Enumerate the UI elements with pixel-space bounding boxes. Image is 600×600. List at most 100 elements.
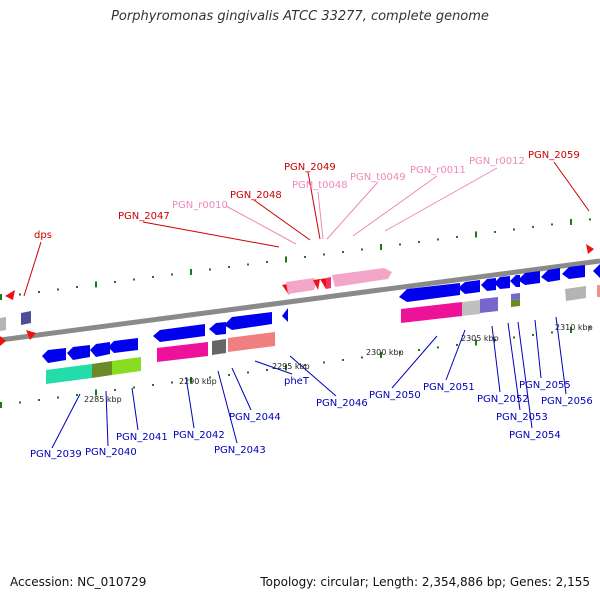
gene-label-pheT[interactable]: pheT bbox=[284, 376, 310, 387]
feature-blue-edge[interactable] bbox=[593, 264, 600, 278]
minor-tick bbox=[133, 386, 135, 389]
minor-tick bbox=[19, 293, 21, 296]
feature-PGN_2044[interactable] bbox=[224, 312, 272, 330]
gene-label-PGN_r0012[interactable]: PGN_r0012 bbox=[469, 156, 525, 167]
domain-bar-lightgray bbox=[462, 300, 480, 316]
reverse-strand-features bbox=[42, 264, 600, 363]
gene-label-PGN_2059[interactable]: PGN_2059 bbox=[528, 150, 580, 161]
major-tick bbox=[0, 402, 2, 408]
topology-summary: Topology: circular; Length: 2,354,886 bp… bbox=[260, 575, 590, 589]
feature-PGN_2043[interactable] bbox=[209, 322, 226, 335]
gene-label-PGN_2042[interactable]: PGN_2042 bbox=[173, 430, 225, 441]
gene-label-PGN_r0010[interactable]: PGN_r0010 bbox=[172, 200, 228, 211]
feature-gray-left[interactable] bbox=[0, 317, 6, 331]
feature-dps[interactable] bbox=[21, 311, 31, 325]
gene-label-PGN_2052[interactable]: PGN_2052 bbox=[477, 394, 529, 405]
domain-bar-cyan bbox=[46, 364, 92, 384]
minor-tick bbox=[152, 275, 154, 278]
leader-PGN_r0012 bbox=[384, 167, 498, 232]
domain-bar-magenta1 bbox=[157, 342, 208, 362]
gene-label-PGN_2043[interactable]: PGN_2043 bbox=[214, 445, 266, 456]
gene-label-PGN_t0049[interactable]: PGN_t0049 bbox=[350, 172, 406, 183]
feature-PGN_r0011[interactable] bbox=[332, 268, 392, 287]
leader-PGN_2039 bbox=[51, 393, 81, 449]
minor-tick bbox=[361, 248, 363, 251]
leader-PGN_2046 bbox=[289, 355, 337, 397]
gene-label-PGN_2050[interactable]: PGN_2050 bbox=[369, 390, 421, 401]
leader-dps bbox=[23, 241, 42, 297]
domain-bar-salmon bbox=[228, 332, 275, 352]
gene-label-PGN_2040[interactable]: PGN_2040 bbox=[85, 447, 137, 458]
minor-tick bbox=[247, 263, 249, 266]
gene-label-PGN_2049[interactable]: PGN_2049 bbox=[284, 162, 336, 173]
scale-labels: 2285 kbp 2290 kbp 2295 kbp 2300 kbp 2305… bbox=[84, 323, 593, 404]
feature-PGN_t0048[interactable] bbox=[326, 277, 331, 289]
leader-PGN_2051 bbox=[445, 329, 466, 381]
minor-tick bbox=[171, 273, 173, 276]
gene-label-PGN_2044[interactable]: PGN_2044 bbox=[229, 412, 281, 423]
leader-PGN_r0011 bbox=[352, 175, 438, 237]
leader-PGN_2044 bbox=[231, 367, 252, 411]
gene-label-PGN_2048[interactable]: PGN_2048 bbox=[230, 190, 282, 201]
minor-tick bbox=[513, 228, 515, 231]
gene-label-dps[interactable]: dps bbox=[34, 230, 52, 241]
gene-label-PGN_2046[interactable]: PGN_2046 bbox=[316, 398, 368, 409]
feature-salmon-right[interactable] bbox=[597, 285, 600, 297]
feature-PGN_2055[interactable] bbox=[518, 271, 540, 285]
feature-PGN_2056[interactable] bbox=[562, 265, 585, 279]
gene-label-PGN_2055[interactable]: PGN_2055 bbox=[519, 380, 571, 391]
feature-PGN_2052[interactable] bbox=[481, 278, 496, 291]
scale-label: 2305 kbp bbox=[461, 334, 499, 343]
gene-label-PGN_2054[interactable]: PGN_2054 bbox=[509, 430, 561, 441]
leader-PGN_2050 bbox=[391, 335, 438, 389]
feature-PGN_2051[interactable] bbox=[458, 280, 480, 294]
minor-tick bbox=[247, 371, 249, 374]
minor-tick bbox=[342, 358, 344, 361]
feature-PGN_2054[interactable] bbox=[510, 275, 520, 287]
minor-tick bbox=[418, 240, 420, 243]
feature-PGN_2042[interactable] bbox=[153, 324, 205, 342]
major-tick bbox=[190, 268, 192, 275]
map-title: Porphyromonas gingivalis ATCC 33277, com… bbox=[111, 9, 489, 24]
gene-label-PGN_2056[interactable]: PGN_2056 bbox=[541, 396, 593, 407]
feature-PGN_2048[interactable] bbox=[313, 279, 320, 290]
feature-PGN_2059[interactable] bbox=[586, 244, 594, 254]
leader-PGN_2041 bbox=[131, 387, 139, 431]
gene-label-PGN_2041[interactable]: PGN_2041 bbox=[116, 432, 168, 443]
gene-label-PGN_2039[interactable]: PGN_2039 bbox=[30, 449, 82, 460]
gene-label-PGN_2053[interactable]: PGN_2053 bbox=[496, 412, 548, 423]
minor-tick bbox=[228, 265, 230, 268]
gene-label-PGN_2051[interactable]: PGN_2051 bbox=[423, 382, 475, 393]
feature-PGN_2041[interactable] bbox=[108, 338, 138, 353]
feature-PGN_2053[interactable] bbox=[494, 276, 510, 289]
minor-tick bbox=[494, 230, 496, 233]
feature-gray-right[interactable] bbox=[565, 286, 586, 301]
feature-PGN_2050[interactable] bbox=[399, 283, 460, 302]
major-tick bbox=[380, 243, 382, 250]
feature-PGN_2040[interactable] bbox=[67, 345, 90, 360]
minor-tick bbox=[209, 268, 211, 271]
minor-tick bbox=[437, 238, 439, 241]
gene-label-PGN_t0048[interactable]: PGN_t0048 bbox=[292, 180, 348, 191]
minor-tick bbox=[342, 250, 344, 253]
minor-tick bbox=[76, 393, 78, 396]
genome-backbone bbox=[0, 258, 600, 343]
minor-tick bbox=[19, 401, 21, 404]
feature-PGN_2055b[interactable] bbox=[541, 268, 560, 282]
feature-pheT[interactable] bbox=[282, 308, 288, 322]
feature-PGN_2040b[interactable] bbox=[90, 342, 110, 357]
forward-leader-lines bbox=[23, 161, 590, 297]
feature-red-left[interactable] bbox=[5, 290, 15, 300]
feature-red-left2[interactable] bbox=[26, 330, 36, 340]
minor-tick bbox=[494, 338, 496, 341]
gene-label-PGN_2047[interactable]: PGN_2047 bbox=[118, 211, 170, 222]
feature-PGN_r0010[interactable] bbox=[286, 278, 316, 294]
feature-PGN_2039[interactable] bbox=[42, 348, 66, 363]
gene-label-PGN_r0011[interactable]: PGN_r0011 bbox=[410, 165, 466, 176]
major-tick bbox=[475, 339, 477, 346]
major-tick bbox=[0, 294, 2, 300]
minor-tick bbox=[399, 243, 401, 246]
feature-red-left3[interactable] bbox=[0, 336, 6, 346]
leader-PGN_t0049 bbox=[326, 181, 379, 240]
